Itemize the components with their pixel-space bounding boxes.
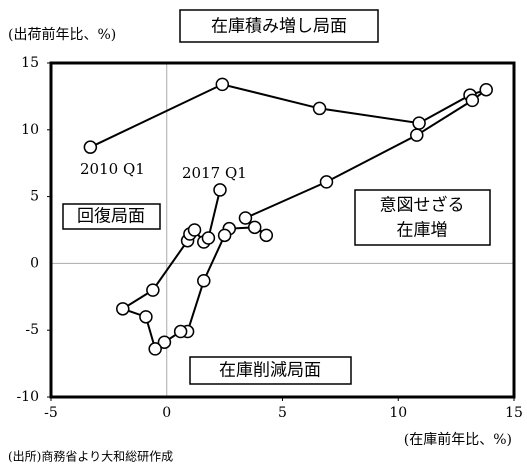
point [146,283,160,297]
point [312,101,327,116]
annotation: 在庫積み増し局面 [211,17,347,37]
point [201,231,216,245]
point [83,140,98,154]
y-tick-label: -5 [25,322,39,338]
x-tick-label: 0 [162,405,171,421]
source: (出所)商務省より大和総研作成 [8,449,173,464]
point [173,324,188,339]
point [213,183,227,197]
point [465,93,480,108]
point [412,116,426,130]
y-tick-label: 10 [21,122,39,138]
point-label: 2010 Q1 [80,160,145,178]
point [247,220,262,235]
y-axis-title: (出荷前年比、%) [8,26,116,43]
point-label: 2017 Q1 [182,164,247,182]
point [217,228,232,243]
annotation: 回復局面 [77,207,145,227]
annotation-box [179,9,379,43]
y-tick-label: 0 [30,255,39,271]
annotation: 意図せざる [380,195,465,216]
x-tick-label: 10 [389,405,407,421]
point [238,211,253,225]
x-tick-label: -5 [44,405,58,421]
x-axis-title: (在庫前年比、%) [404,431,512,448]
annotation: 在庫増 [397,221,448,241]
annotation-box [354,189,491,246]
point [319,175,334,189]
x-tick-label: 5 [278,405,287,421]
point [215,77,230,92]
y-tick-label: -10 [16,389,39,405]
point [410,128,424,142]
point [148,342,162,356]
annotation-box [62,203,161,230]
point [479,82,493,97]
annotation: 在庫削減局面 [219,361,321,381]
point [197,274,211,288]
point [187,223,202,237]
plot-frame [49,61,516,399]
x-tick-label: 15 [505,405,523,421]
point [259,228,274,243]
annotation-box [189,356,352,385]
point [139,310,153,324]
point [157,335,172,349]
y-tick-label: 15 [21,55,39,71]
y-tick-label: 5 [30,189,39,205]
point [116,302,130,316]
